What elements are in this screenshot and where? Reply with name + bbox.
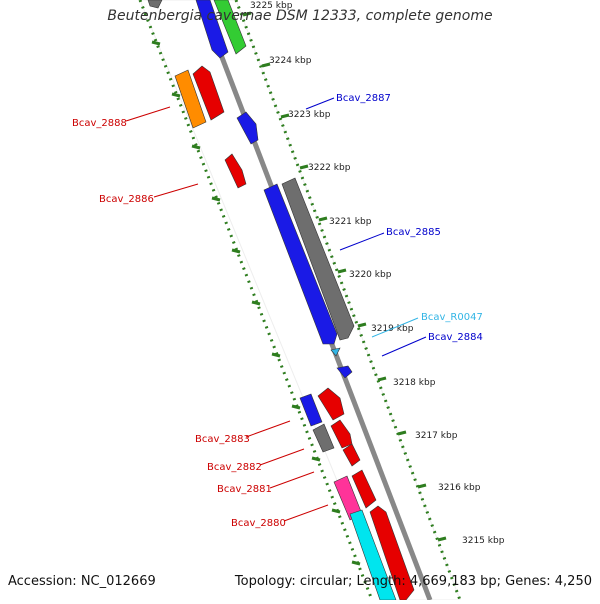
leader-line-bcav-2882 <box>259 448 305 466</box>
leader-line-bcav-r0047 <box>371 317 419 338</box>
gene-feature-bcav-2884[interactable] <box>336 365 353 379</box>
right-major-ticks <box>242 11 447 542</box>
scale-label: 3220 kbp <box>349 270 392 280</box>
gene-feature-orange[interactable] <box>174 69 207 129</box>
scale-label: 3221 kbp <box>329 217 372 227</box>
scale-label: 3218 kbp <box>393 378 436 388</box>
gene-label[interactable]: Bcav_2888 <box>72 118 127 129</box>
gene-label[interactable]: Bcav_2881 <box>217 484 272 495</box>
gene-label[interactable]: Bcav_2884 <box>428 332 483 343</box>
gene-label[interactable]: Bcav_2887 <box>336 93 391 104</box>
gene-feature-green-top[interactable] <box>213 0 247 55</box>
scale-label: 3225 kbp <box>250 1 293 11</box>
gene-feature-bcav-2881[interactable] <box>342 443 361 467</box>
gene-label[interactable]: Bcav_2883 <box>195 434 250 445</box>
gene-feature-bcav-2883[interactable] <box>299 393 323 427</box>
gene-feature-blue-top[interactable] <box>195 0 229 59</box>
scale-label: 3222 kbp <box>308 163 351 173</box>
gene-label[interactable]: Bcav_2882 <box>207 462 262 473</box>
gene-feature-gray-top[interactable] <box>147 0 163 9</box>
scale-label: 3224 kbp <box>269 56 312 66</box>
leader-line-bcav-2885 <box>339 232 385 251</box>
gene-label[interactable]: Bcav_R0047 <box>421 312 483 323</box>
gene-feature-gray-long[interactable] <box>281 177 355 341</box>
leader-line-bcav-2880 <box>283 504 329 522</box>
gene-feature-bcav-2885[interactable] <box>263 183 338 345</box>
leader-line-bcav-2888 <box>125 106 171 122</box>
leader-line-bcav-2883 <box>245 420 291 438</box>
gene-feature-bcav-2882[interactable] <box>312 423 335 453</box>
genome-summary-text: Topology: circular; Length: 4,669,183 bp… <box>234 574 592 589</box>
gene-feature-bcav-2886[interactable] <box>224 153 247 189</box>
gene-label[interactable]: Bcav_2886 <box>99 194 154 205</box>
gene-label[interactable]: Bcav_2885 <box>386 227 441 238</box>
gene-features <box>147 0 415 601</box>
gene-feature-red-b[interactable] <box>330 419 353 449</box>
genome-title: Beutenbergia cavernae DSM 12333, complet… <box>107 8 493 24</box>
gene-feature-bcav-2887[interactable] <box>236 111 259 145</box>
scale-track-right <box>234 0 462 601</box>
scale-label: 3223 kbp <box>288 110 331 120</box>
leader-line-bcav-2887 <box>305 97 335 110</box>
scale-label: 3216 kbp <box>438 483 481 493</box>
scale-label: 3217 kbp <box>415 431 458 441</box>
gene-feature-red-a[interactable] <box>317 387 345 421</box>
left-major-ticks <box>151 40 361 566</box>
scale-label: 3215 kbp <box>462 536 505 546</box>
gene-feature-red-c[interactable] <box>351 469 377 509</box>
leader-line-bcav-2884 <box>381 336 427 357</box>
leader-line-bcav-2881 <box>269 471 315 489</box>
gene-feature-bcav-2888[interactable] <box>192 65 225 121</box>
accession-text: Accession: NC_012669 <box>8 574 156 589</box>
gene-feature-bcav-r0047[interactable] <box>330 347 341 357</box>
leader-line-bcav-2886 <box>153 183 199 198</box>
gene-label[interactable]: Bcav_2880 <box>231 518 286 529</box>
